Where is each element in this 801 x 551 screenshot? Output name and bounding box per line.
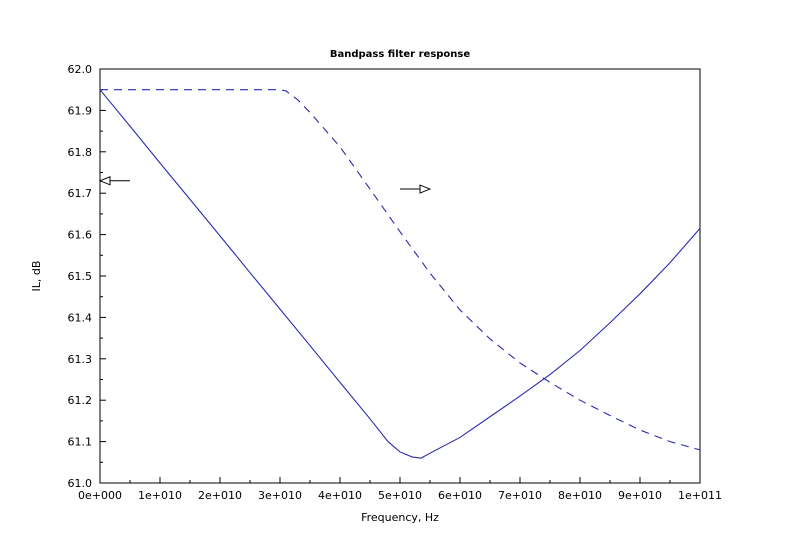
x-tick-label: 7e+010 bbox=[498, 489, 542, 502]
x-axis-title: Frequency, Hz bbox=[361, 511, 439, 524]
arrow-right-icon bbox=[400, 184, 432, 194]
x-tick-label: 2e+010 bbox=[198, 489, 242, 502]
y-tick-label: 61.0 bbox=[68, 477, 93, 490]
y-tick-label: 61.8 bbox=[68, 146, 93, 159]
x-tick-label: 5e+010 bbox=[378, 489, 422, 502]
y-tick-label: 61.2 bbox=[68, 394, 93, 407]
y-tick-label: 61.3 bbox=[68, 353, 93, 366]
x-tick-label: 9e+010 bbox=[618, 489, 662, 502]
x-tick-label: 1e+011 bbox=[678, 489, 722, 502]
arrow-left-icon bbox=[98, 176, 130, 186]
x-axis: 0e+000 1e+010 2e+010 3e+010 4e+010 5e+010 6e+0… bbox=[78, 477, 722, 502]
plot-frame bbox=[99, 68, 701, 484]
y-tick-label: 61.6 bbox=[68, 229, 93, 242]
y-tick-label: 62.0 bbox=[68, 63, 93, 76]
y-tick-label: 61.4 bbox=[68, 311, 93, 324]
y-tick-label: 61.9 bbox=[68, 104, 93, 117]
y-tick-label: 61.1 bbox=[68, 436, 93, 449]
series-layer bbox=[99, 89, 701, 459]
x-tick-label: 8e+010 bbox=[558, 489, 602, 502]
x-tick-label: 4e+010 bbox=[318, 489, 362, 502]
x-tick-label: 6e+010 bbox=[438, 489, 482, 502]
y-axis: 61.0 61.1 61.2 61.3 61.4 61.5 61.6 61.7 61.8 61.9… bbox=[68, 63, 106, 490]
dashed-series-line bbox=[100, 89, 701, 451]
y-tick-label: 61.5 bbox=[68, 270, 93, 283]
y-axis-title: IL, dB bbox=[30, 261, 43, 292]
x-tick-label: 0e+000 bbox=[78, 489, 122, 502]
y-tick-label: 61.7 bbox=[68, 187, 93, 200]
x-tick-label: 3e+010 bbox=[258, 489, 302, 502]
solid-series-line bbox=[99, 89, 701, 459]
chart-title: Bandpass filter response bbox=[330, 49, 471, 60]
x-tick-label: 1e+010 bbox=[138, 489, 182, 502]
annotation-layer bbox=[98, 176, 432, 194]
